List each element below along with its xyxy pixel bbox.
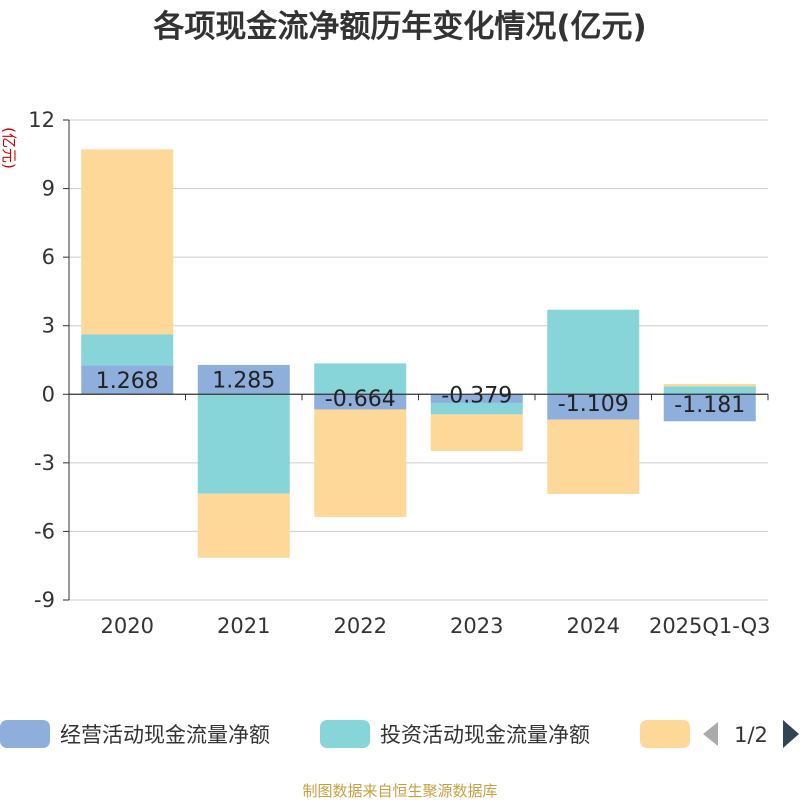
data-label: -1.109 — [558, 392, 629, 417]
bar-segment[interactable] — [81, 334, 174, 366]
y-tick-label: -6 — [34, 519, 55, 543]
data-labels: 1.268 1.285 -0.664 -0.379 -1.109 -1.181 — [96, 369, 745, 418]
bar-segment[interactable] — [314, 363, 407, 395]
x-tick-label: 2020 — [101, 614, 154, 638]
bar-segment[interactable] — [547, 394, 640, 420]
legend-swatch[interactable] — [0, 720, 50, 748]
data-label: -0.664 — [325, 387, 396, 412]
source-note: 制图数据来自恒生聚源数据库 — [302, 782, 497, 800]
legend: 经营活动现金流量净额 投资活动现金流量净额 1/2 — [0, 720, 799, 748]
y-tick-label: 3 — [42, 314, 55, 338]
x-tick-label: 2025Q1-Q3 — [649, 614, 771, 638]
bar-segment[interactable] — [430, 394, 523, 403]
legend-page-indicator: 1/2 — [734, 723, 768, 747]
legend-swatch[interactable] — [640, 720, 690, 748]
y-tick-label: 0 — [42, 382, 55, 406]
data-label: 1.268 — [96, 369, 159, 394]
y-tick-label: -3 — [34, 451, 55, 475]
data-label: 1.285 — [212, 369, 275, 394]
y-tick-label: 12 — [28, 108, 55, 132]
legend-label[interactable]: 投资活动现金流量净额 — [380, 723, 590, 747]
bar-segment[interactable] — [430, 414, 523, 451]
x-tick-label: 2024 — [567, 614, 620, 638]
x-tick-label: 2022 — [334, 614, 387, 638]
x-tick-label: 2021 — [217, 614, 270, 638]
bar-segment[interactable] — [197, 394, 290, 494]
bar-segment[interactable] — [81, 365, 174, 395]
bar-segment[interactable] — [81, 149, 174, 335]
bar-segment[interactable] — [197, 364, 290, 395]
chart-title: 各项现金流净额历年变化情况(亿元) — [152, 9, 646, 45]
legend-label[interactable]: 经营活动现金流量净额 — [60, 723, 270, 747]
bar-segment[interactable] — [314, 409, 407, 517]
bar-segment[interactable] — [430, 402, 523, 415]
bar-segment[interactable] — [663, 394, 756, 422]
data-label: -0.379 — [441, 384, 512, 409]
bar-segment[interactable] — [197, 493, 290, 558]
y-tick-label: -9 — [34, 588, 55, 612]
bars — [81, 149, 756, 558]
data-label: -1.181 — [674, 393, 745, 418]
bar-segment[interactable] — [663, 386, 756, 395]
bar-segment[interactable] — [314, 394, 407, 410]
y-tick-label: 9 — [42, 177, 55, 201]
y-axis-unit: (亿元) — [0, 127, 18, 169]
gridlines — [69, 119, 768, 601]
legend-prev-arrow-icon[interactable] — [703, 722, 718, 746]
y-tick-label: 6 — [42, 245, 55, 269]
legend-next-arrow-icon[interactable] — [783, 720, 799, 748]
bar-segment[interactable] — [547, 309, 640, 395]
legend-swatch[interactable] — [320, 720, 370, 748]
axes: 12 9 6 3 0 -3 -6 -9 2020 2021 2022 2023 2024 2025Q1-Q… — [28, 108, 770, 638]
bar-segment[interactable] — [547, 419, 640, 494]
bar-segment[interactable] — [663, 384, 756, 387]
x-tick-label: 2023 — [450, 614, 503, 638]
